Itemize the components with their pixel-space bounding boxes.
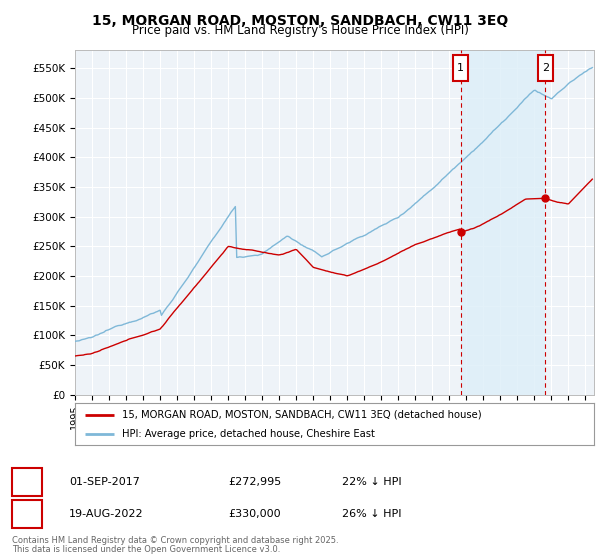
Text: 01-SEP-2017: 01-SEP-2017: [69, 477, 140, 487]
Text: 1: 1: [457, 63, 464, 73]
Text: Price paid vs. HM Land Registry's House Price Index (HPI): Price paid vs. HM Land Registry's House …: [131, 24, 469, 37]
Text: 2: 2: [23, 507, 31, 520]
Bar: [461, 50, 545, 395]
Text: 15, MORGAN ROAD, MOSTON, SANDBACH, CW11 3EQ: 15, MORGAN ROAD, MOSTON, SANDBACH, CW11 …: [92, 14, 508, 28]
Text: £330,000: £330,000: [228, 508, 281, 519]
Text: Contains HM Land Registry data © Crown copyright and database right 2025.: Contains HM Land Registry data © Crown c…: [12, 536, 338, 545]
Bar: [453, 55, 469, 81]
Text: 19-AUG-2022: 19-AUG-2022: [69, 508, 143, 519]
Text: 1: 1: [23, 475, 31, 488]
Text: 2: 2: [542, 63, 549, 73]
Text: £272,995: £272,995: [228, 477, 281, 487]
Text: 26% ↓ HPI: 26% ↓ HPI: [342, 508, 401, 519]
Text: This data is licensed under the Open Government Licence v3.0.: This data is licensed under the Open Gov…: [12, 545, 280, 554]
Text: HPI: Average price, detached house, Cheshire East: HPI: Average price, detached house, Ches…: [122, 429, 374, 439]
Text: 15, MORGAN ROAD, MOSTON, SANDBACH, CW11 3EQ (detached house): 15, MORGAN ROAD, MOSTON, SANDBACH, CW11 …: [122, 409, 481, 419]
Text: 22% ↓ HPI: 22% ↓ HPI: [342, 477, 401, 487]
Bar: [538, 55, 553, 81]
